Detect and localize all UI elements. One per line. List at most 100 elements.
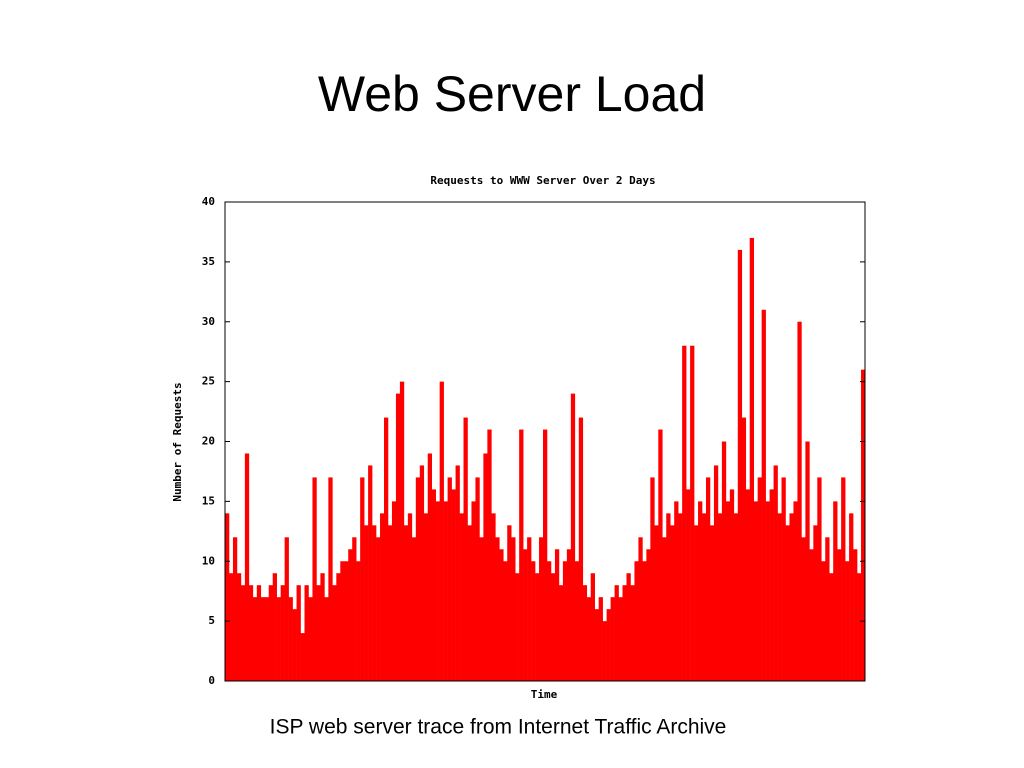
bar [849, 513, 854, 681]
bar [729, 489, 735, 681]
bar [344, 561, 349, 681]
bar [225, 513, 230, 681]
bar [662, 537, 667, 681]
bar [789, 513, 794, 681]
bar [765, 501, 770, 681]
y-tick-label: 20 [202, 435, 215, 448]
bar [618, 597, 623, 681]
bar [503, 561, 508, 681]
bar [360, 477, 365, 681]
bar [507, 525, 512, 681]
bar [857, 573, 862, 681]
bar [451, 489, 456, 681]
bar [240, 585, 246, 681]
bar [614, 585, 619, 681]
bar [570, 393, 576, 681]
bar [479, 537, 484, 681]
bar [690, 345, 695, 681]
bar [356, 561, 361, 681]
bar [244, 453, 250, 681]
bar [272, 573, 277, 681]
y-tick-label: 30 [202, 315, 215, 328]
y-tick-label: 15 [202, 494, 215, 507]
bar [578, 417, 584, 681]
bar [702, 513, 707, 681]
bar [845, 561, 850, 681]
bar [598, 597, 603, 681]
bar [658, 429, 663, 681]
bar [546, 561, 552, 681]
chart-title: Requests to WWW Server Over 2 Days [430, 174, 655, 187]
bar [566, 549, 572, 681]
bar [698, 501, 703, 681]
bar [427, 453, 433, 681]
bar [300, 633, 305, 681]
bar [586, 597, 592, 681]
bar [737, 249, 743, 681]
bar [602, 621, 607, 681]
bar [606, 609, 611, 681]
bar [741, 417, 747, 681]
bar [467, 525, 472, 681]
bar [805, 441, 810, 681]
bar [686, 489, 691, 681]
bar [248, 585, 254, 681]
bar [761, 309, 766, 681]
bar [419, 465, 425, 681]
bar [308, 597, 313, 681]
bar [519, 429, 524, 681]
bar [280, 585, 285, 681]
bar [558, 585, 564, 681]
bar [813, 525, 818, 681]
bar [372, 525, 377, 681]
bar [550, 573, 556, 681]
bar [511, 537, 516, 681]
bar [336, 573, 341, 681]
bar [809, 549, 814, 681]
bar [475, 477, 480, 681]
bar [670, 525, 675, 681]
bar [316, 585, 321, 681]
y-tick-label: 0 [208, 674, 215, 687]
bar [411, 537, 417, 681]
bar [455, 465, 460, 681]
bar [332, 585, 337, 681]
bar [638, 537, 643, 681]
bar [491, 513, 496, 681]
bar [320, 573, 325, 681]
bar [535, 573, 540, 681]
bar [642, 561, 647, 681]
bar [777, 513, 782, 681]
bar [471, 501, 476, 681]
bar [622, 585, 627, 681]
bar [733, 513, 739, 681]
bar [292, 609, 297, 681]
bar [574, 561, 580, 681]
caption: ISP web server trace from Internet Traff… [270, 716, 727, 739]
bar [352, 537, 357, 681]
bar [666, 513, 671, 681]
bar [650, 477, 655, 681]
bar [531, 561, 536, 681]
bar [340, 561, 345, 681]
bar [745, 489, 751, 681]
y-axis-label: Number of Requests [171, 382, 184, 501]
bar [801, 537, 806, 681]
bar [423, 513, 429, 681]
bar [757, 477, 762, 681]
bar [380, 513, 385, 681]
bar [797, 321, 802, 681]
bar [387, 525, 393, 681]
bar [304, 585, 309, 681]
bar [431, 489, 436, 681]
bar [725, 501, 731, 681]
bar [463, 417, 468, 681]
bar [391, 501, 397, 681]
bar [694, 525, 699, 681]
bar [705, 477, 711, 681]
bar [435, 501, 440, 681]
bar [721, 441, 727, 681]
bar [256, 585, 262, 681]
bar [276, 597, 281, 681]
